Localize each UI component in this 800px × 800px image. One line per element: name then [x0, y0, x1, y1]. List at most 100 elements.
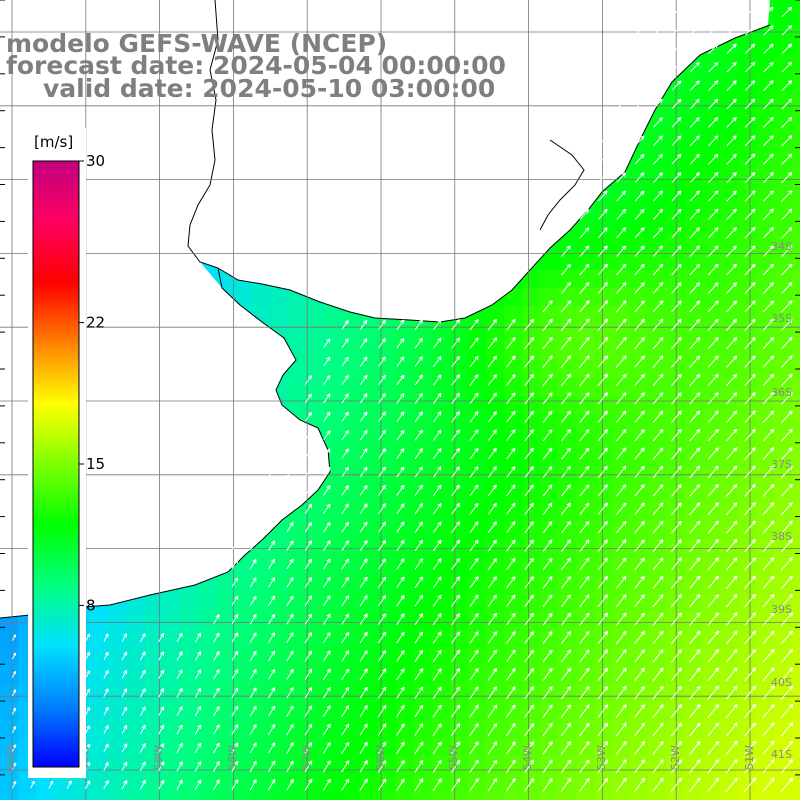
wind-arrow: [432, 447, 442, 460]
wind-arrow: [579, 447, 590, 460]
field-cell: [396, 504, 415, 523]
wind-arrow: [689, 61, 700, 73]
wind-arrow: [286, 595, 294, 607]
field-cell: [702, 216, 721, 235]
wind-arrow: [707, 392, 719, 405]
wind-arrow: [451, 612, 461, 626]
field-cell: [432, 648, 451, 667]
wind-arrow: [725, 630, 738, 645]
field-cell: [756, 486, 775, 505]
field-cell: [576, 414, 595, 433]
field-cell: [630, 630, 649, 649]
field-cell: [342, 648, 361, 667]
wind-arrow: [689, 337, 701, 350]
wind-arrow: [359, 778, 368, 791]
wind-arrow: [396, 337, 405, 349]
wind-arrow: [597, 575, 609, 589]
field-cell: [180, 612, 199, 631]
field-cell: [486, 522, 505, 541]
field-cell: [666, 486, 685, 505]
wind-arrow: [689, 557, 701, 571]
wind-arrow: [487, 429, 497, 441]
wind-arrow: [707, 282, 719, 294]
wind-arrow: [542, 667, 553, 681]
wind-arrow: [615, 373, 627, 387]
field-cell: [360, 468, 379, 487]
field-cell: [144, 630, 163, 649]
field-cell: [504, 468, 523, 487]
field-cell: [306, 522, 325, 541]
field-cell: [648, 126, 667, 145]
wind-arrow: [451, 374, 461, 386]
field-cell: [630, 324, 649, 343]
wind-arrow: [506, 521, 516, 534]
wind-arrow: [561, 575, 572, 589]
wind-arrow: [725, 740, 738, 756]
field-cell: [792, 180, 800, 199]
wind-arrow: [231, 669, 239, 680]
field-cell: [702, 378, 721, 397]
field-cell: [666, 306, 685, 325]
wind-arrow: [671, 300, 682, 313]
wind-arrow: [542, 777, 553, 792]
wind-arrow: [597, 594, 609, 608]
field-cell: [774, 702, 793, 721]
wind-arrow: [653, 62, 663, 73]
colorbar-gradient: [32, 160, 80, 768]
field-cell: [702, 414, 721, 433]
field-cell: [468, 702, 487, 721]
wind-arrow: [579, 227, 590, 239]
wind-arrow: [707, 667, 720, 682]
wind-arrow: [781, 171, 793, 184]
field-cell: [612, 432, 631, 451]
field-cell: [576, 612, 595, 631]
longitude-label: 56W: [374, 745, 387, 770]
field-cell: [648, 612, 667, 631]
field-cell: [558, 324, 577, 343]
field-cell: [324, 432, 343, 451]
wind-arrow: [615, 740, 627, 755]
field-cell: [378, 450, 397, 469]
wind-arrow: [744, 648, 757, 663]
wind-arrow: [652, 355, 664, 368]
field-cell: [504, 486, 523, 505]
field-cell: [288, 792, 307, 800]
wind-arrow: [30, 780, 35, 789]
field-cell: [576, 306, 595, 325]
field-cell: [234, 558, 253, 577]
wind-arrow: [11, 670, 17, 678]
field-cell: [486, 540, 505, 559]
field-cell: [432, 720, 451, 739]
field-cell: [720, 180, 739, 199]
wind-arrow: [743, 777, 757, 793]
wind-arrow: [506, 576, 516, 589]
wind-arrow: [616, 502, 627, 516]
field-cell: [648, 594, 667, 613]
field-cell: [360, 486, 379, 505]
field-cell: [702, 756, 721, 775]
field-cell: [558, 288, 577, 307]
field-cell: [504, 432, 523, 451]
field-cell: [342, 468, 361, 487]
wind-arrow: [561, 557, 572, 571]
field-cell: [162, 666, 181, 685]
field-cell: [702, 126, 721, 145]
field-cell: [756, 144, 775, 163]
wind-arrow: [11, 689, 17, 697]
wind-arrow: [11, 652, 17, 660]
field-cell: [666, 126, 685, 145]
field-cell: [756, 90, 775, 109]
field-cell: [630, 234, 649, 253]
field-cell: [594, 324, 613, 343]
field-cell: [738, 342, 757, 361]
wind-arrow: [396, 558, 405, 570]
wind-arrow: [579, 722, 590, 737]
colorbar-label: 22: [86, 314, 105, 332]
wind-arrow: [414, 319, 423, 331]
wind-arrow: [304, 466, 312, 477]
field-cell: [342, 756, 361, 775]
wind-arrow: [487, 392, 498, 405]
wind-arrow: [616, 245, 627, 257]
wind-arrow: [689, 483, 701, 497]
wind-arrow: [634, 135, 645, 147]
